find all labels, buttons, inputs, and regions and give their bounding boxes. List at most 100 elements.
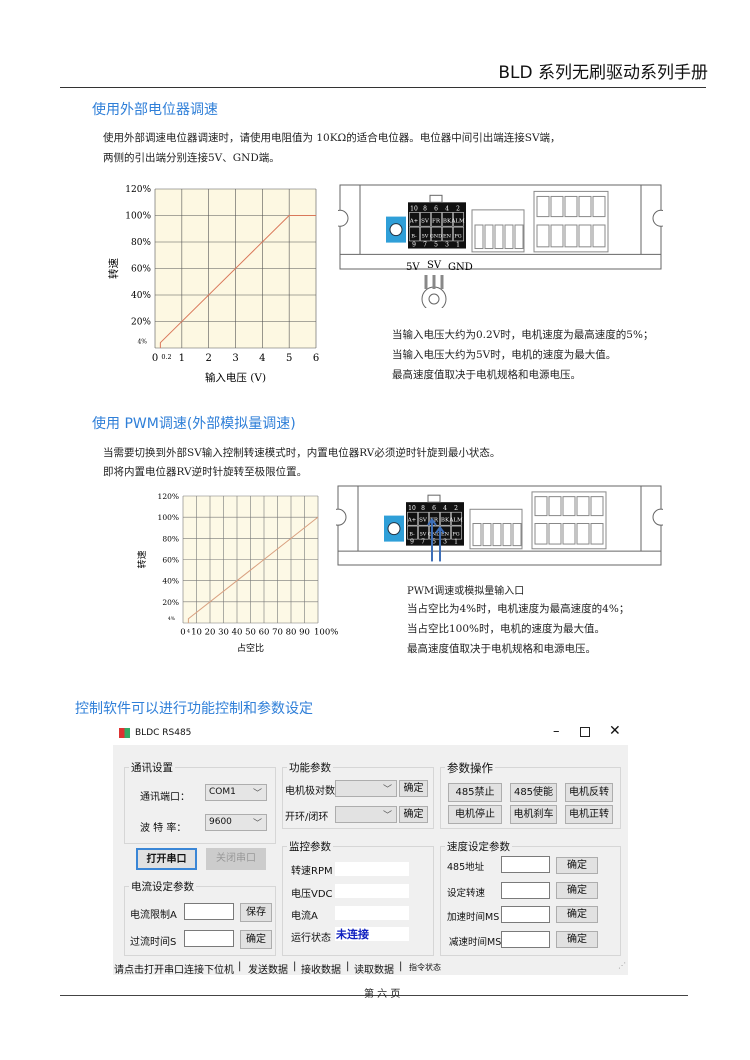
pin-number: 7 — [423, 242, 427, 249]
pot-label-sv: SV — [427, 260, 442, 271]
paragraph-line: 当需要切换到外部SV输入控制转速模式时，内置电位器RV必须逆时针旋到最小状态。 — [103, 447, 501, 459]
pin-label: PG — [452, 532, 459, 538]
status-separator: | — [238, 961, 242, 972]
close-button[interactable]: ✕ — [609, 723, 621, 739]
pole-pairs-select[interactable]: ﹀ — [335, 780, 397, 797]
pin-label: BK — [443, 218, 452, 224]
motor-forward-button[interactable]: 电机正转 — [565, 805, 613, 824]
manual-title: BLD 系列无刷驱动系列手册 — [498, 63, 708, 83]
mount-hole-icon — [652, 508, 663, 526]
decel-time-input[interactable] — [501, 931, 550, 948]
pin-label: FR — [432, 218, 441, 224]
paragraph-line: 两侧的引出端分别连接5V、GND端。 — [103, 152, 280, 164]
mount-hole-icon — [652, 209, 663, 227]
status-message: 请点击打开串口连接下位机 — [114, 965, 234, 976]
resize-grip-icon[interactable]: ⋰ — [618, 961, 626, 970]
confirm-button[interactable]: 确定 — [556, 931, 598, 948]
terminal-slot — [578, 224, 592, 248]
terminal-slot — [536, 195, 550, 218]
x-tick-label: 10 — [191, 628, 202, 638]
minimize-button[interactable]: – — [553, 724, 560, 739]
pin-cell — [440, 511, 451, 526]
accel-time-input[interactable] — [501, 906, 550, 923]
pin-label: EN — [441, 532, 450, 538]
open-port-button[interactable]: 打开串口 — [136, 848, 197, 870]
pin-cell — [418, 525, 429, 540]
x-tick-label: 40 — [232, 628, 243, 638]
group-title: 监控参数 — [287, 839, 333, 854]
pot-label-5v: 5V — [406, 262, 420, 273]
x-tick-label: 20 — [205, 628, 216, 638]
y-axis-label: 转速 — [136, 550, 148, 568]
x-tick-label: 6 — [313, 353, 319, 364]
terminal-slot — [472, 523, 482, 547]
baud-select[interactable]: 9600 ﹀ — [205, 814, 267, 831]
pin-number: 2 — [454, 505, 458, 512]
connector-latch — [427, 494, 441, 503]
y-tick-label: 80% — [162, 534, 179, 543]
address-input[interactable] — [501, 856, 550, 873]
pin-number: 10 — [410, 205, 418, 212]
rs485-disable-button[interactable]: 485禁止 — [448, 783, 502, 802]
terminal-slot — [484, 224, 494, 250]
pin-label: 5V — [420, 532, 427, 538]
pin-label: SV — [421, 218, 430, 224]
confirm-button[interactable]: 确定 — [240, 930, 272, 949]
status-separator: | — [346, 961, 350, 972]
series-line — [159, 215, 316, 348]
pin-cell — [442, 226, 453, 242]
overcurrent-time-input[interactable] — [184, 930, 234, 947]
pin-number: 10 — [408, 505, 416, 512]
monitor-params-group: 监控参数 转速RPM 电压VDC 电流A 运行状态 未连接 — [282, 839, 434, 956]
terminal-slot — [592, 195, 606, 218]
set-speed-input[interactable] — [501, 882, 550, 899]
trimmer-knob-icon — [387, 522, 401, 536]
series-line — [187, 516, 319, 623]
pin-label: A+ — [409, 218, 419, 224]
motor-brake-button[interactable]: 电机刹车 — [510, 805, 557, 824]
mount-hole-icon — [338, 209, 349, 227]
pin-label: ALM — [448, 518, 463, 524]
bldc-rs485-window: BLDC RS485 – ✕ 通讯设置 通讯端口： COM1 ﹀ 波 特 率： 9… — [113, 722, 628, 976]
terminal-slot — [590, 496, 604, 517]
x-tick-label: 0 — [180, 628, 185, 638]
terminal-slot — [536, 224, 550, 248]
pot-label-gnd: GND — [448, 262, 473, 273]
mount-hole-icon — [336, 508, 347, 526]
motor-reverse-button[interactable]: 电机反转 — [565, 783, 613, 802]
confirm-button[interactable]: 确定 — [399, 806, 428, 823]
x-tick-label: 3 — [232, 353, 238, 364]
title-bar: BLDC RS485 – ✕ — [113, 722, 628, 745]
x-tick-label: 50 — [245, 628, 256, 638]
header-divider — [60, 87, 706, 88]
x-tick-label: 80 — [286, 628, 297, 638]
terminal-slot — [514, 224, 524, 250]
close-port-button[interactable]: 关闭串口 — [206, 848, 266, 870]
rpm-label: 转速RPM — [291, 866, 333, 877]
rs485-enable-button[interactable]: 485使能 — [510, 783, 557, 802]
connector-latch — [429, 194, 443, 203]
port-select[interactable]: COM1 ﹀ — [205, 784, 267, 801]
pin-label: A+ — [407, 518, 417, 524]
terminal-slot — [576, 523, 590, 545]
x-axis-label: 输入电压 (V) — [205, 371, 266, 384]
confirm-button[interactable]: 确定 — [556, 906, 598, 923]
save-button[interactable]: 保存 — [240, 903, 272, 922]
confirm-button[interactable]: 确定 — [399, 780, 428, 797]
baud-label: 波 特 率： — [140, 823, 187, 834]
confirm-button[interactable]: 确定 — [556, 857, 598, 874]
terminal-slot — [482, 523, 492, 547]
pin-number: 8 — [423, 205, 427, 212]
terminal-slot — [564, 224, 578, 248]
confirm-button[interactable]: 确定 — [556, 882, 598, 899]
pin-cell — [431, 212, 442, 227]
motor-stop-button[interactable]: 电机停止 — [448, 805, 502, 824]
current-limit-input[interactable] — [184, 903, 234, 920]
pin-number: 9 — [412, 242, 416, 249]
loop-mode-select[interactable]: ﹀ — [335, 806, 397, 823]
status-separator: | — [399, 961, 403, 972]
maximize-button[interactable] — [580, 727, 590, 737]
x-tick-label: 2 — [205, 353, 211, 364]
pin-cell — [420, 226, 431, 242]
pin-cell — [451, 525, 462, 540]
